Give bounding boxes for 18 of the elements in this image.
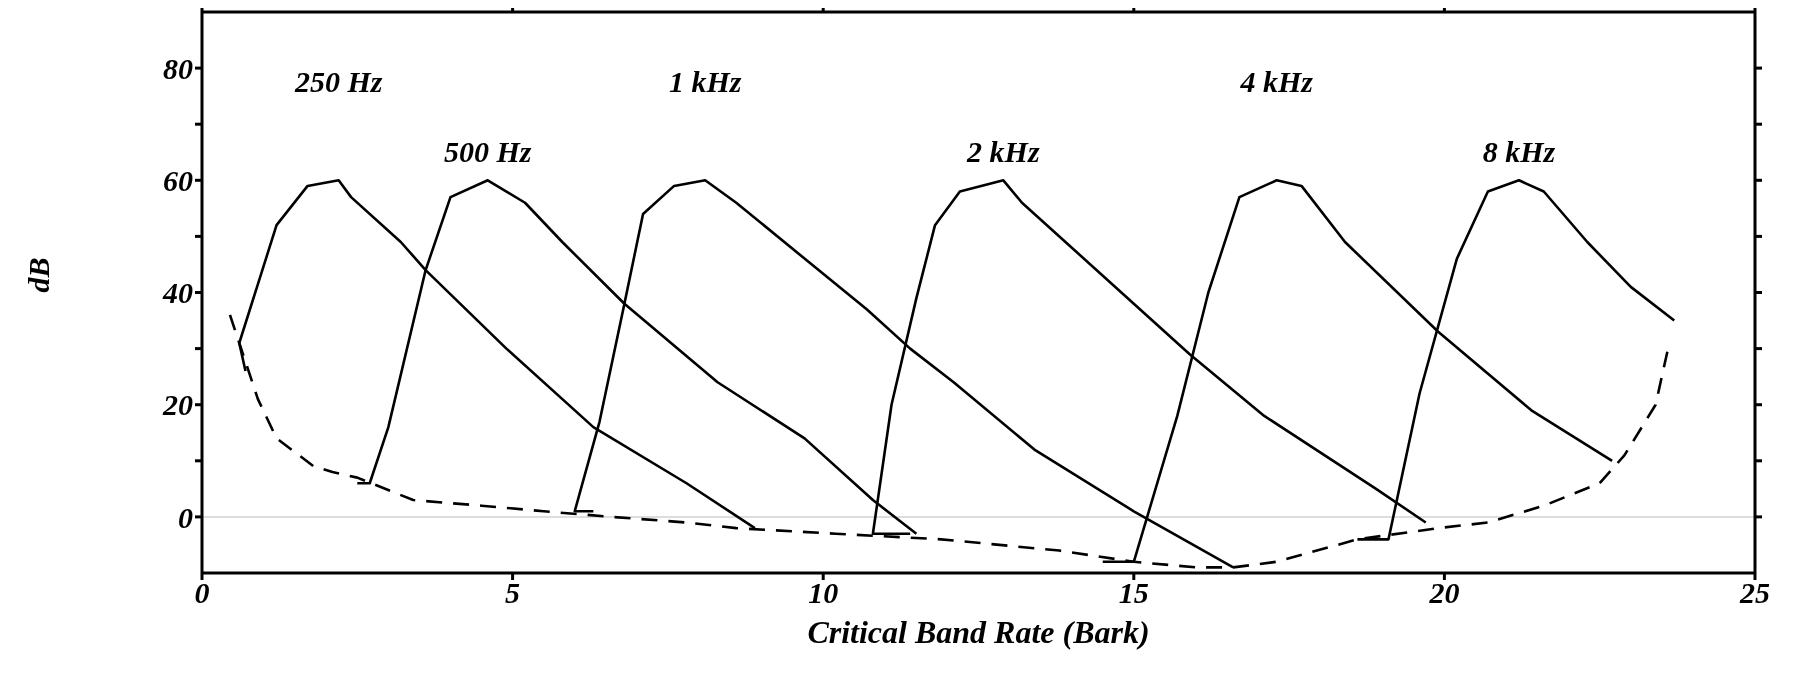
x-tick-label: 25 xyxy=(1739,576,1770,610)
series-label: 500 Hz xyxy=(443,135,532,169)
series-label: 2 kHz xyxy=(966,135,1040,169)
x-tick-label: 20 xyxy=(1428,576,1460,610)
y-tick-label: 40 xyxy=(162,276,193,310)
text: 250 Hz xyxy=(293,65,383,99)
series-label: 8 kHz xyxy=(1482,135,1556,169)
x-tick-label: 5 xyxy=(505,576,521,610)
y-axis-title: dB xyxy=(21,257,55,293)
text: 4 kHz xyxy=(1239,65,1314,99)
x-tick-label: 10 xyxy=(808,576,839,610)
x-axis-title: Critical Band Rate (Bark) xyxy=(807,614,1150,650)
y-tick-label: 80 xyxy=(163,51,193,85)
y-tick-label: 0 xyxy=(178,500,193,534)
y-tick-label: 20 xyxy=(162,388,193,422)
y-tick-label: 60 xyxy=(163,163,193,197)
text: 1 kHz xyxy=(668,65,742,99)
x-tick-label: 15 xyxy=(1118,576,1149,610)
